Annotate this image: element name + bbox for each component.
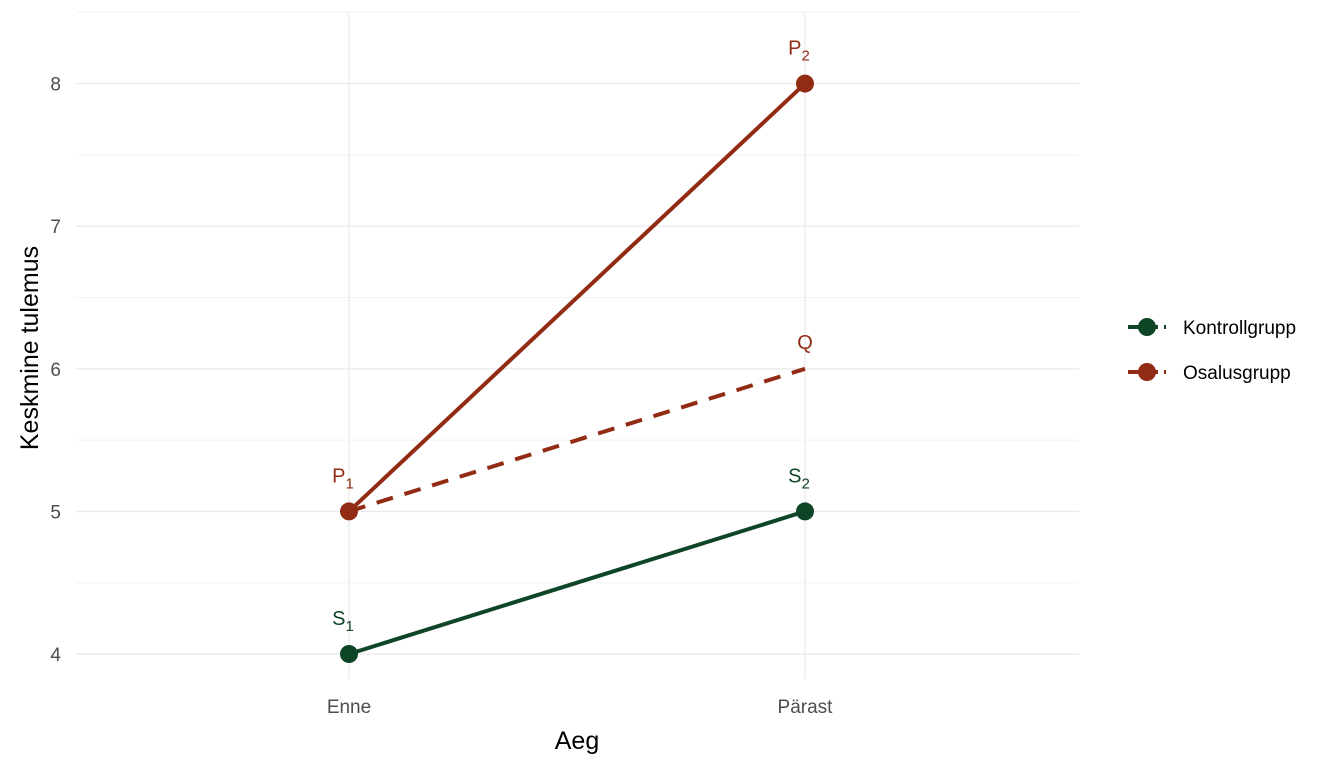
y-tick-label: 8 — [50, 75, 61, 96]
x-axis-title: Aeg — [555, 727, 599, 755]
point-label: P2 — [788, 38, 810, 65]
counterfactual-line — [348, 366, 806, 514]
counterfactual-label: Q — [797, 332, 813, 354]
legend-item: Osalusgrupp — [1128, 363, 1291, 384]
data-point — [796, 502, 814, 521]
y-tick-label: 5 — [50, 502, 61, 523]
data-point — [796, 74, 814, 93]
legend-item: Kontrollgrupp — [1128, 318, 1296, 339]
legend-key-point — [1138, 318, 1156, 336]
series-lines — [347, 82, 807, 656]
x-tick-labels: Enne Pärast — [327, 697, 833, 718]
x-tick-label: Pärast — [778, 697, 834, 718]
legend-label: Osalusgrupp — [1183, 363, 1291, 384]
legend: Kontrollgrupp Osalusgrupp — [1128, 318, 1296, 384]
y-tick-label: 4 — [50, 645, 61, 666]
series-points — [340, 74, 814, 663]
point-label: S2 — [788, 465, 810, 492]
y-axis-title: Keskmine tulemus — [16, 246, 44, 450]
y-tick-label: 7 — [50, 217, 61, 238]
data-point — [340, 502, 358, 521]
data-point — [340, 645, 358, 663]
series-line — [348, 509, 806, 656]
series-line — [347, 82, 807, 513]
point-labels: Q S1 S2 P1 P2 — [332, 38, 813, 635]
legend-label: Kontrollgrupp — [1183, 318, 1296, 339]
point-label: S1 — [332, 608, 354, 635]
y-tick-label: 6 — [50, 360, 61, 381]
grid — [76, 11, 1079, 679]
y-tick-labels: 4 5 6 7 8 — [50, 75, 61, 666]
x-tick-label: Enne — [327, 697, 371, 718]
point-label: P1 — [332, 465, 354, 492]
legend-key-point — [1138, 363, 1156, 381]
